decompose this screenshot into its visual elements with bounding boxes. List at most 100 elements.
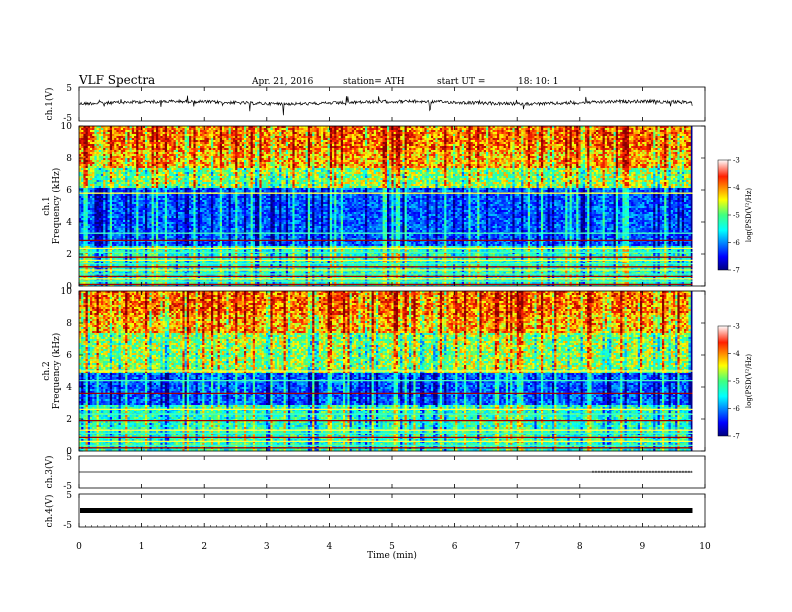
spectrogram-cell	[131, 238, 135, 241]
spectrogram-cell	[195, 150, 198, 153]
spectrogram-cell	[171, 204, 174, 207]
spectrogram-cell	[90, 182, 93, 185]
spectrogram-cell	[193, 220, 196, 223]
spectrogram-cell	[94, 146, 97, 149]
spectrogram-cell	[147, 152, 150, 155]
spectrogram-cell	[116, 248, 119, 251]
spectrogram-cell	[153, 216, 157, 219]
spectrogram-cell	[171, 154, 174, 157]
spectrogram-cell	[182, 174, 185, 177]
spectrogram-cell	[127, 212, 130, 215]
spectrogram-cell	[116, 152, 119, 155]
spectrogram-cell	[197, 166, 201, 169]
spectrogram-cell	[153, 210, 157, 213]
spectrogram-cell	[101, 144, 104, 147]
spectrogram-cell	[204, 178, 207, 181]
spectrogram-cell	[195, 230, 198, 233]
spectrogram-cell	[105, 230, 108, 233]
spectrogram-cell	[134, 186, 137, 189]
spectrogram-cell	[94, 164, 97, 167]
spectrogram-cell	[178, 130, 181, 133]
spectrogram-cell	[156, 246, 159, 249]
spectrogram-cell	[134, 160, 137, 163]
spectrogram-cell	[191, 184, 194, 187]
spectrogram-cell	[184, 200, 187, 203]
spectrogram-cell	[180, 244, 183, 247]
spectrogram-cell	[195, 182, 198, 185]
spectrogram-cell	[131, 134, 135, 137]
spectrogram-cell	[81, 248, 84, 251]
spectrogram-cell	[85, 222, 88, 225]
spectrogram-cell	[175, 238, 179, 241]
spectrogram-cell	[184, 172, 187, 175]
spectrogram-cell	[103, 194, 106, 197]
spectrogram-cell	[202, 230, 205, 233]
spectrogram-cell	[92, 214, 95, 217]
spectrogram-cell	[142, 148, 146, 151]
spectrogram-cell	[90, 176, 93, 179]
spectrogram-cell	[123, 142, 126, 145]
spectrogram-cell	[87, 270, 91, 273]
spectrogram-cell	[158, 224, 161, 227]
spectrogram-cell	[85, 246, 88, 249]
spectrogram-cell	[147, 126, 150, 129]
spectrogram-cell	[169, 140, 172, 143]
spectrogram-cell	[134, 140, 137, 143]
spectrogram-cell	[211, 194, 214, 197]
spectrogram-cell	[96, 156, 99, 159]
spectrogram-cell	[200, 194, 203, 197]
spectrogram-cell	[215, 170, 218, 173]
spectrogram-cell	[164, 150, 168, 153]
spectrogram-cell	[211, 274, 214, 277]
spectrogram-cell	[178, 218, 181, 221]
ch1-ytick-bottom: -5	[63, 114, 72, 124]
spectrogram-cell	[206, 142, 209, 145]
spectrogram-cell	[96, 166, 99, 169]
spectrogram-cell	[105, 214, 108, 217]
spectrogram-cell	[107, 154, 110, 157]
spectrogram-cell	[103, 156, 106, 159]
spectrogram-cell	[151, 152, 154, 155]
spectrogram-cell	[160, 218, 163, 221]
spectrogram-cell	[138, 240, 141, 243]
spectrogram-cell	[94, 190, 97, 193]
spectrogram-cell	[211, 132, 214, 135]
spectrogram-cell	[211, 166, 214, 169]
spectrogram-cell	[125, 190, 128, 193]
spectrogram-cell	[96, 264, 99, 267]
spectrogram-cell	[162, 220, 165, 223]
spectrogram-cell	[129, 138, 132, 141]
spectrogram-cell	[92, 180, 95, 183]
spectrogram-cell	[171, 156, 174, 159]
spectrogram-cell	[79, 194, 82, 197]
spectrogram-cell	[136, 152, 139, 155]
spectrogram-cell	[92, 270, 95, 273]
spectrogram-cell	[206, 228, 209, 231]
spectrogram-cell	[175, 202, 179, 205]
spectrogram-cell	[129, 222, 132, 225]
spectrogram-cell	[178, 284, 181, 287]
spectrogram-cell	[173, 160, 176, 163]
spectrogram-cell	[140, 230, 143, 233]
spectrogram-cell	[206, 146, 209, 149]
spectrogram-cell	[158, 174, 161, 177]
spectrogram-cell	[134, 238, 137, 241]
spectrogram-cell	[173, 204, 176, 207]
spectrogram-cell	[200, 202, 203, 205]
spectrogram-cell	[147, 148, 150, 151]
spectrogram-cell	[114, 194, 117, 197]
spectrogram-cell	[151, 208, 154, 211]
spectrogram-cell	[81, 220, 84, 223]
spectrogram-cell	[105, 142, 108, 145]
spectrogram-cell	[127, 142, 130, 145]
spectrogram-cell	[120, 272, 124, 275]
spectrogram-cell	[107, 204, 110, 207]
spectrogram-cell	[140, 206, 143, 209]
spectrogram-cell	[92, 172, 95, 175]
spectrogram-cell	[178, 274, 181, 277]
spectrogram-cell	[169, 204, 172, 207]
spectrogram-cell	[120, 224, 124, 227]
spectrogram-cell	[180, 224, 183, 227]
spectrogram-cell	[98, 222, 102, 225]
spectrogram-cell	[158, 236, 161, 239]
